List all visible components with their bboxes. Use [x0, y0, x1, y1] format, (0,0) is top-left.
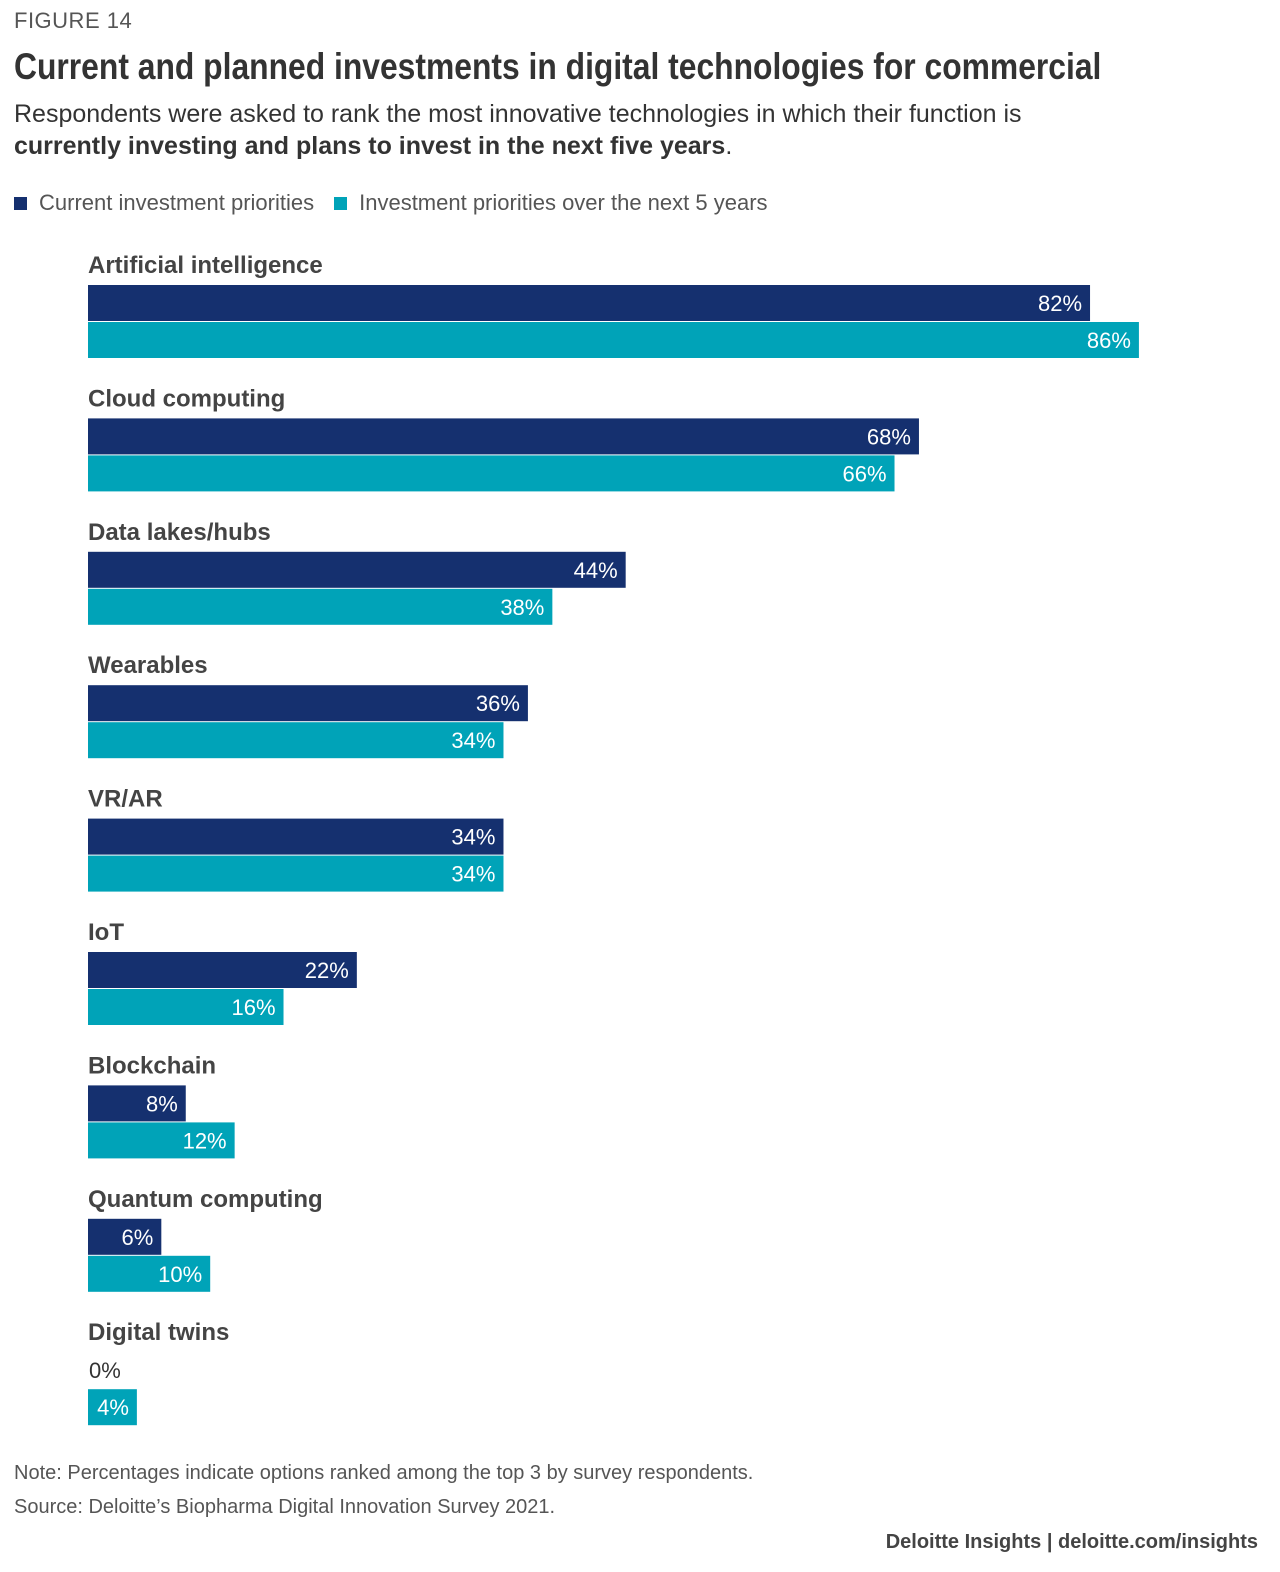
- data-label: 0%: [89, 1358, 121, 1383]
- bar-current: [88, 818, 504, 855]
- bar-future: [88, 322, 1139, 358]
- bar-current: [88, 551, 626, 588]
- data-label: 66%: [842, 461, 886, 486]
- category-label: Wearables: [88, 652, 208, 679]
- data-label: 22%: [305, 958, 349, 983]
- bar-future: [88, 1389, 137, 1426]
- footer-credit: Deloitte Insights | deloitte.com/insight…: [885, 1531, 1258, 1553]
- bar-current: [88, 685, 528, 722]
- bar-future: [88, 722, 504, 759]
- subtitle-period: .: [725, 132, 733, 160]
- legend-item-future: Investment priorities over the next 5 ye…: [334, 190, 768, 216]
- bar-current: [88, 1218, 162, 1255]
- bar-current: [88, 1085, 186, 1122]
- legend-item-current: Current investment priorities: [14, 190, 314, 216]
- data-label: 6%: [122, 1225, 154, 1250]
- bar-current: [88, 952, 357, 988]
- data-label: 82%: [1038, 291, 1082, 316]
- data-label: 34%: [451, 862, 495, 887]
- data-label: 34%: [451, 825, 495, 850]
- bar-future: [88, 855, 504, 892]
- data-label: 86%: [1087, 328, 1131, 353]
- category-label: Quantum computing: [88, 1186, 323, 1213]
- bar-future: [88, 455, 895, 492]
- legend-swatch-current: [14, 196, 27, 210]
- data-label: 10%: [158, 1262, 202, 1287]
- category-label: Blockchain: [88, 1052, 216, 1079]
- data-label: 36%: [476, 691, 520, 716]
- bar-chart: Artificial intelligence 82%86% Cloud compu…: [88, 252, 1139, 1426]
- bar-future: [88, 588, 553, 625]
- data-label: 38%: [500, 595, 544, 620]
- category-label: IoT: [88, 919, 124, 946]
- data-label: 4%: [97, 1395, 129, 1420]
- bar-future: [88, 1122, 235, 1159]
- category-label: Artificial intelligence: [88, 252, 323, 279]
- data-label: 12%: [183, 1128, 227, 1153]
- figure-label: FIGURE 14: [14, 8, 133, 33]
- bar-future: [88, 1255, 211, 1292]
- chart-legend: Current investment priorities Investment…: [14, 190, 788, 216]
- category-label: Data lakes/hubs: [88, 519, 271, 546]
- data-label: 68%: [867, 424, 911, 449]
- chart-note: Note: Percentages indicate options ranke…: [14, 1462, 754, 1484]
- category-label: VR/AR: [88, 786, 163, 813]
- legend-swatch-future: [334, 196, 348, 210]
- bar-current: [88, 418, 919, 455]
- bar-current: [88, 285, 1091, 321]
- chart-title: Current and planned investments in digit…: [14, 46, 1102, 87]
- chart-source: Source: Deloitte’s Biopharma Digital Inn…: [14, 1496, 556, 1518]
- category-label: Digital twins: [88, 1319, 229, 1346]
- data-label: 8%: [146, 1091, 178, 1116]
- chart-subtitle: Respondents were asked to rank the most …: [14, 98, 1254, 162]
- legend-label-current: Current investment priorities: [39, 190, 315, 215]
- legend-label-future: Investment priorities over the next 5 ye…: [359, 190, 768, 215]
- subtitle-text: Respondents were asked to rank the most …: [14, 100, 1022, 128]
- bar-future: [88, 989, 284, 1025]
- subtitle-bold-text: currently investing and plans to invest …: [14, 132, 726, 160]
- data-label: 44%: [574, 558, 618, 583]
- category-label: Cloud computing: [88, 385, 285, 412]
- data-label: 16%: [231, 995, 275, 1020]
- data-label: 34%: [451, 728, 495, 753]
